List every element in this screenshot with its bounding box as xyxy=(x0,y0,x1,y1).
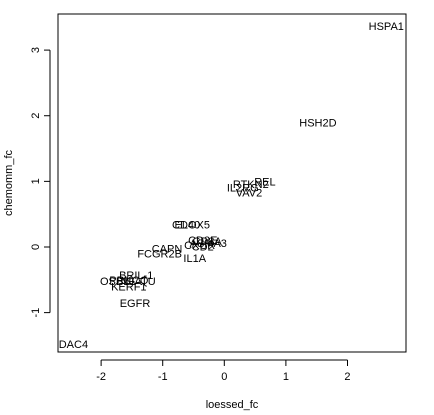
point-label: IL2RG xyxy=(227,182,259,194)
point-label: REL xyxy=(254,176,275,188)
point-label: NFATU xyxy=(120,276,155,288)
x-axis: -2 -1 0 1 2 xyxy=(96,359,351,383)
point-label: RTKN2 xyxy=(233,179,269,191)
point-label: BRIL-1 xyxy=(119,270,153,282)
point-label: KERF1 xyxy=(111,281,146,293)
x-tick-label: -2 xyxy=(96,371,106,383)
point-label: FCGR2B xyxy=(137,249,182,261)
y-tick-label: 3 xyxy=(30,47,42,53)
point-label: ASMA3 xyxy=(190,238,227,250)
x-tick-label: -1 xyxy=(158,371,168,383)
point-label: EGFR xyxy=(120,298,151,310)
plot-frame xyxy=(57,13,407,353)
x-tick-label: 1 xyxy=(283,371,289,383)
y-axis: -1 0 1 2 3 xyxy=(30,47,51,318)
point-label: CXCR xyxy=(184,240,215,252)
point-label: HSH2D xyxy=(299,117,336,129)
point-label: CD8A xyxy=(192,236,222,248)
point-label: CD2 xyxy=(192,241,214,253)
point-label: DAC4 xyxy=(59,339,88,351)
point-label: HSPA1 xyxy=(369,21,404,33)
point-label: CD3E xyxy=(188,235,217,247)
y-tick-label: -1 xyxy=(30,308,42,318)
point-label: PRKCQ xyxy=(109,275,149,287)
point-label: IL1A xyxy=(183,253,206,265)
y-axis-title: chemomm_fc xyxy=(3,149,15,216)
point-label: CD40 xyxy=(172,220,200,232)
y-tick-label: 1 xyxy=(30,178,42,184)
point-label: CAPN xyxy=(152,243,183,255)
point-label: ELOX5 xyxy=(175,220,210,232)
y-tick-label: 0 xyxy=(30,244,42,250)
y-tick-label: 2 xyxy=(30,113,42,119)
point-label: VAV2 xyxy=(236,188,263,200)
point-label: OSBL1 xyxy=(100,276,135,288)
x-tick-label: 0 xyxy=(221,371,227,383)
x-tick-label: 2 xyxy=(344,371,350,383)
x-axis-title: loessed_fc xyxy=(206,399,259,411)
